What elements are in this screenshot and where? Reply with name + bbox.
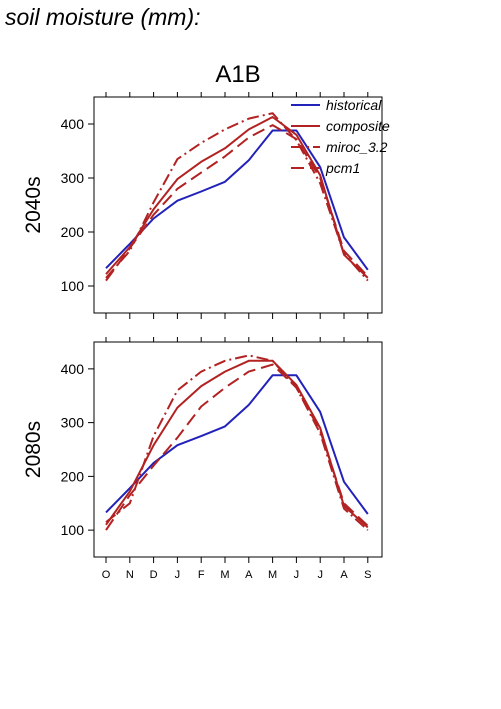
legend-label: composite xyxy=(326,118,390,134)
legend-label: miroc_3.2 xyxy=(326,139,388,155)
x-tick-label: M xyxy=(268,569,277,581)
plot-frame xyxy=(93,341,383,558)
x-tick-label: M xyxy=(220,569,229,581)
x-tick-label: S xyxy=(364,569,371,581)
legend: historical composite miroc_3.2 pcm1 xyxy=(291,97,390,176)
x-tick-label: O xyxy=(102,569,111,581)
x-tick-label: J xyxy=(317,569,323,581)
y-tick-label: 400 xyxy=(61,361,85,377)
series-line-composite xyxy=(105,359,369,529)
y-tick-label: 300 xyxy=(61,170,85,186)
y-tick-label: 100 xyxy=(61,522,85,538)
page-title: soil moisture (mm): xyxy=(5,4,201,30)
panel-label: 2080s xyxy=(22,421,45,478)
legend-label: pcm1 xyxy=(325,160,360,176)
series-line-miroc_3.2 xyxy=(105,112,369,282)
series-line-pcm1 xyxy=(105,363,369,531)
y-tick-label: 200 xyxy=(61,224,85,240)
x-tick-label: J xyxy=(294,569,300,581)
panel-2040s: 100 200 300 400 2040s historical composite miro… xyxy=(22,92,390,319)
y-tick-label: 100 xyxy=(61,278,85,294)
legend-label: historical xyxy=(326,97,382,113)
chart-title: A1B xyxy=(215,61,260,88)
x-tick-label: A xyxy=(245,569,253,581)
plot-frame xyxy=(93,96,383,314)
panel-label: 2040s xyxy=(22,176,45,233)
x-tick-label: A xyxy=(340,569,348,581)
y-tick-label: 400 xyxy=(61,116,85,132)
series-line-miroc_3.2 xyxy=(105,354,369,531)
x-tick-label: F xyxy=(198,569,205,581)
panel-2080s: 100 200 300 400 2080s O N D J F M A M J J A S xyxy=(22,337,383,581)
x-tick-label: J xyxy=(175,569,181,581)
series-line-historical xyxy=(105,374,369,515)
x-tick-label: N xyxy=(126,569,134,581)
series-line-historical xyxy=(105,129,369,271)
chart-panels: 100 200 300 400 2040s historical composite miro… xyxy=(22,92,390,581)
x-tick-label: D xyxy=(150,569,158,581)
y-tick-label: 200 xyxy=(61,468,85,484)
y-tick-label: 300 xyxy=(61,415,85,431)
